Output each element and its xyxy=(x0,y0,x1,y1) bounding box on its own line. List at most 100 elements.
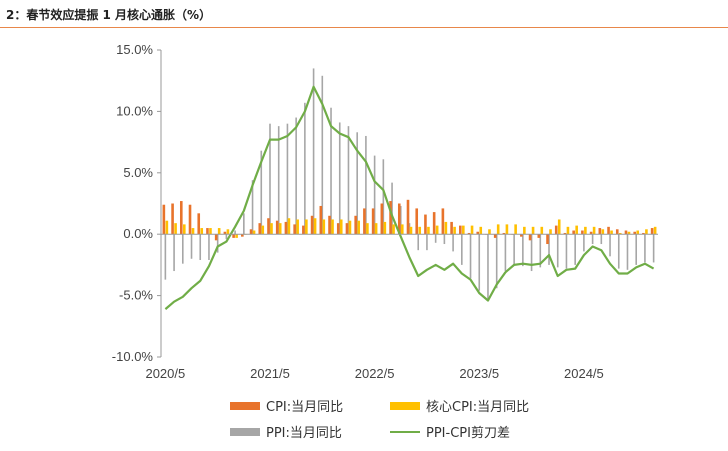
cpi-bar xyxy=(546,234,549,245)
ppi-bar xyxy=(469,234,472,279)
ppi-bar xyxy=(173,234,175,272)
cpi-bar xyxy=(598,228,602,235)
legend-swatch-gap xyxy=(390,430,420,433)
core-cpi-bar xyxy=(392,224,395,235)
y-tick-label: 5.0% xyxy=(123,165,153,180)
cpi-bar xyxy=(642,232,645,235)
cpi-bar xyxy=(241,234,244,237)
ppi-bar xyxy=(522,234,524,267)
ppi-bar xyxy=(243,213,245,235)
core-cpi-bar xyxy=(165,220,169,235)
ppi-bar xyxy=(609,234,611,257)
ppi-bar xyxy=(312,68,315,235)
cpi-bar xyxy=(258,223,262,235)
legend-item-cpi: CPI:当月同比 xyxy=(230,396,343,415)
legend-swatch-cpi xyxy=(230,401,260,410)
legend-item-gap: PPI-CPI剪刀差 xyxy=(390,422,510,441)
core-cpi-bar xyxy=(566,226,570,235)
ppi-bar xyxy=(260,150,263,235)
cpi-bar xyxy=(441,208,445,235)
y-tick-labels: 15.0% 10.0% 5.0% 0.0% -5.0% -10.0% xyxy=(112,42,161,364)
core-cpi-bar xyxy=(252,230,256,235)
ppi-bar xyxy=(417,234,420,251)
ppi-bar xyxy=(199,234,202,260)
ppi-bar xyxy=(565,234,568,269)
ppi-bar xyxy=(356,132,358,235)
core-cpi-bar xyxy=(348,220,352,235)
cpi-bar xyxy=(310,215,314,235)
cpi-bar xyxy=(467,232,471,235)
core-cpi-bar xyxy=(366,223,369,235)
x-tick-labels: 2020/5 2021/5 2022/5 2023/5 2024/5 xyxy=(145,366,603,381)
core-cpi-bar xyxy=(305,219,308,235)
cpi-bar xyxy=(406,199,410,235)
core-cpi-bar xyxy=(270,223,273,235)
ppi-bar xyxy=(574,234,576,265)
cpi-bar xyxy=(293,224,296,235)
core-cpi-bar xyxy=(523,226,526,235)
legend-label-core-cpi: 核心CPI:当月同比 xyxy=(426,400,530,415)
core-cpi-bar xyxy=(479,226,483,235)
cpi-bar xyxy=(345,223,349,235)
core-cpi-bar xyxy=(627,231,631,235)
y-tick-label: -10.0% xyxy=(112,349,154,364)
x-tick-label: 2022/5 xyxy=(355,366,395,381)
core-cpi-bar xyxy=(357,220,360,235)
ppi-bar xyxy=(513,234,515,265)
core-cpi-bar xyxy=(505,224,509,235)
title-rule xyxy=(0,27,728,28)
ppi-bar xyxy=(382,159,385,235)
ppi-bar xyxy=(164,234,167,280)
core-cpi-bar xyxy=(322,219,326,235)
cpi-bar xyxy=(528,234,532,241)
ppi-bar xyxy=(478,234,481,291)
ppi-bar xyxy=(304,102,306,235)
ppi-bar xyxy=(251,180,254,235)
plot-line xyxy=(164,85,655,310)
ppi-bar xyxy=(617,234,620,269)
ppi-bar xyxy=(347,126,350,235)
core-cpi-bar xyxy=(278,223,282,235)
ppi-bar xyxy=(216,234,219,253)
ppi-bar xyxy=(644,234,646,263)
cpi-bar xyxy=(493,234,497,238)
ppi-bar xyxy=(225,234,228,240)
chart-title: 2：春节效应提振 1 月核心通胀（%） xyxy=(6,8,212,22)
ppi-bar xyxy=(652,234,655,263)
ppi-bar xyxy=(600,234,603,245)
ppi-bar xyxy=(365,135,367,235)
cpi-bar xyxy=(232,234,235,238)
core-cpi-bar xyxy=(313,218,317,235)
x-tick-label: 2024/5 xyxy=(564,366,604,381)
core-cpi-bar xyxy=(601,229,605,235)
core-cpi-bar xyxy=(496,224,500,235)
core-cpi-bar xyxy=(226,229,230,235)
cpi-bar xyxy=(302,225,305,235)
ppi-bar xyxy=(330,107,332,235)
core-cpi-bar xyxy=(418,226,422,235)
cpi-bar xyxy=(450,221,453,235)
cpi-bar xyxy=(319,205,323,235)
core-cpi-bar xyxy=(557,219,561,235)
core-cpi-bar xyxy=(462,225,465,235)
core-cpi-bar xyxy=(261,225,265,235)
cpi-bar xyxy=(415,208,419,235)
legend-swatch-ppi xyxy=(230,427,260,436)
x-tick-label: 2023/5 xyxy=(459,366,499,381)
core-cpi-bar xyxy=(182,224,186,235)
ppi-bar xyxy=(408,223,411,235)
ppi-bar xyxy=(539,234,542,268)
ppi-bar xyxy=(234,230,236,235)
cpi-bar xyxy=(424,214,427,235)
cpi-bar xyxy=(589,231,593,235)
core-cpi-bar xyxy=(575,225,578,235)
cpi-bar xyxy=(284,221,288,235)
core-cpi-bar xyxy=(435,225,439,235)
cpi-bar xyxy=(581,230,584,235)
core-cpi-bar xyxy=(584,226,587,235)
core-cpi-bar xyxy=(287,218,291,235)
cpi-bar xyxy=(223,231,227,235)
ppi-bar xyxy=(583,234,585,252)
core-cpi-bar xyxy=(636,230,640,235)
legend-label-ppi: PPI:当月同比 xyxy=(266,426,342,441)
